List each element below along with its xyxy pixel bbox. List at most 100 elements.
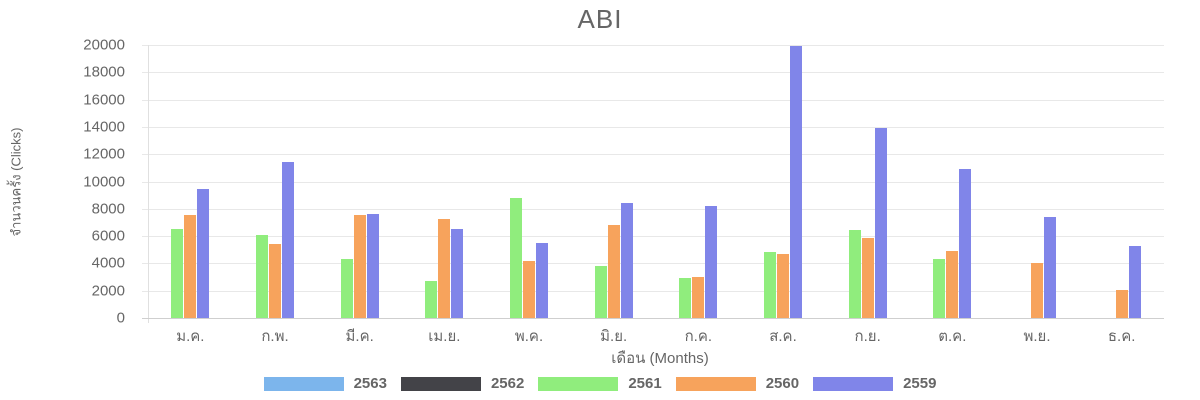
bar-group xyxy=(148,45,1164,318)
y-tick-label: 18000 xyxy=(83,63,125,81)
legend-label: 2563 xyxy=(353,375,387,392)
chart-title: ABI xyxy=(577,4,623,34)
bar-2561[interactable] xyxy=(933,259,946,318)
legend-item-2560[interactable]: 2560 xyxy=(675,375,800,392)
bar-2560[interactable] xyxy=(946,251,959,318)
y-tick-label: 6000 xyxy=(91,227,125,245)
bar-group xyxy=(148,45,1164,318)
bar-2561[interactable] xyxy=(679,277,692,318)
x-tick-label: ม.ค. xyxy=(176,328,205,345)
y-tick-label: 12000 xyxy=(83,145,125,163)
y-tick-label: 16000 xyxy=(83,91,125,109)
bar-2561[interactable] xyxy=(256,234,268,318)
bar-2561[interactable] xyxy=(848,229,861,318)
legend: 2563 2562 2561 2560 2559 xyxy=(0,375,1200,392)
bar-2560[interactable] xyxy=(1115,290,1128,318)
bar-group xyxy=(148,45,1164,318)
x-tick-label: ต.ค. xyxy=(938,328,967,345)
bar-2559[interactable] xyxy=(451,229,464,318)
x-tick-label: พ.ย. xyxy=(1023,328,1051,345)
y-tick-label: 2000 xyxy=(91,282,125,300)
bar-2560[interactable] xyxy=(184,214,197,318)
bar-group xyxy=(148,45,1164,318)
x-tick-label: มี.ค. xyxy=(345,328,374,345)
bar-2561[interactable] xyxy=(764,252,776,318)
bar-2559[interactable] xyxy=(959,168,972,318)
y-tick-label: 4000 xyxy=(91,254,125,272)
gridline xyxy=(142,181,1164,183)
bar-group xyxy=(148,45,1164,318)
bar-group xyxy=(148,45,1164,318)
gridline xyxy=(142,45,1164,46)
y-tick-label: 10000 xyxy=(83,173,125,190)
bar-2560[interactable] xyxy=(269,243,281,318)
legend-label: 2561 xyxy=(628,375,662,392)
bar-2561[interactable] xyxy=(510,197,522,318)
plot-area xyxy=(148,45,1164,318)
bar-2559[interactable] xyxy=(620,203,633,318)
bar-2560[interactable] xyxy=(861,238,874,318)
bar-2559[interactable] xyxy=(536,242,548,318)
bar-group xyxy=(148,45,1164,318)
bar-group xyxy=(148,45,1164,318)
x-axis-label: เดือน (Months) xyxy=(611,350,709,367)
bar-2561[interactable] xyxy=(171,229,184,318)
y-tick-label: 20000 xyxy=(83,36,125,54)
x-tick-label: ก.ค. xyxy=(684,328,713,345)
x-tick-label: ธ.ค. xyxy=(1107,328,1136,345)
bar-2560[interactable] xyxy=(1031,263,1043,318)
legend-label: 2559 xyxy=(903,375,937,392)
bar-2561[interactable] xyxy=(594,266,607,318)
legend-label: 2562 xyxy=(490,375,525,392)
bar-2560[interactable] xyxy=(353,214,366,318)
bar-2559[interactable] xyxy=(282,161,294,318)
gridline xyxy=(142,99,1164,101)
bar-2559[interactable] xyxy=(197,189,210,318)
x-tick-label: ก.พ. xyxy=(261,328,289,345)
bar-2560[interactable] xyxy=(607,225,620,318)
y-axis-line xyxy=(148,45,149,323)
bar-group xyxy=(148,45,1164,318)
x-tick-label: ก.ย. xyxy=(854,328,881,345)
bar-2559[interactable] xyxy=(705,206,718,318)
legend-swatch xyxy=(263,376,344,391)
bar-group xyxy=(148,45,1164,318)
x-tick-label: ส.ค. xyxy=(769,328,797,345)
legend-item-2563[interactable]: 2563 xyxy=(263,375,387,392)
bar-2559[interactable] xyxy=(1044,217,1056,318)
bar-2560[interactable] xyxy=(777,253,789,318)
bar-group xyxy=(148,45,1164,318)
bar-2561[interactable] xyxy=(425,281,438,318)
bar-2559[interactable] xyxy=(874,127,887,318)
x-axis-line xyxy=(142,318,1164,319)
gridline xyxy=(142,72,1164,74)
bar-2560[interactable] xyxy=(438,219,451,318)
legend-swatch xyxy=(538,376,619,391)
y-tick-label: 0 xyxy=(116,309,125,327)
bar-2559[interactable] xyxy=(790,45,802,318)
legend-item-2562[interactable]: 2562 xyxy=(400,375,525,392)
y-axis-label: จำนวนครั้ง (Clicks) xyxy=(8,127,24,237)
legend-swatch xyxy=(400,376,481,391)
legend-item-2561[interactable]: 2561 xyxy=(538,375,662,392)
x-tick-label: พ.ค. xyxy=(514,328,544,345)
legend-item-2559[interactable]: 2559 xyxy=(813,375,936,392)
bar-2559[interactable] xyxy=(366,214,379,318)
gridline xyxy=(142,290,1164,292)
gridline xyxy=(142,154,1164,156)
gridline xyxy=(142,126,1164,128)
x-tick-label: เม.ย. xyxy=(428,328,461,345)
bar-2560[interactable] xyxy=(523,261,535,318)
y-tick-label: 14000 xyxy=(83,118,125,136)
legend-swatch xyxy=(675,376,756,391)
x-tick-label: มิ.ย. xyxy=(600,328,628,345)
bar-group xyxy=(148,45,1164,318)
bar-2561[interactable] xyxy=(340,259,353,318)
bar-2559[interactable] xyxy=(1128,246,1141,318)
legend-swatch xyxy=(813,376,894,391)
bar-2560[interactable] xyxy=(692,277,705,318)
gridline xyxy=(142,236,1164,238)
gridline xyxy=(142,263,1164,265)
y-tick-label: 8000 xyxy=(91,200,125,218)
legend-label: 2560 xyxy=(765,375,800,392)
